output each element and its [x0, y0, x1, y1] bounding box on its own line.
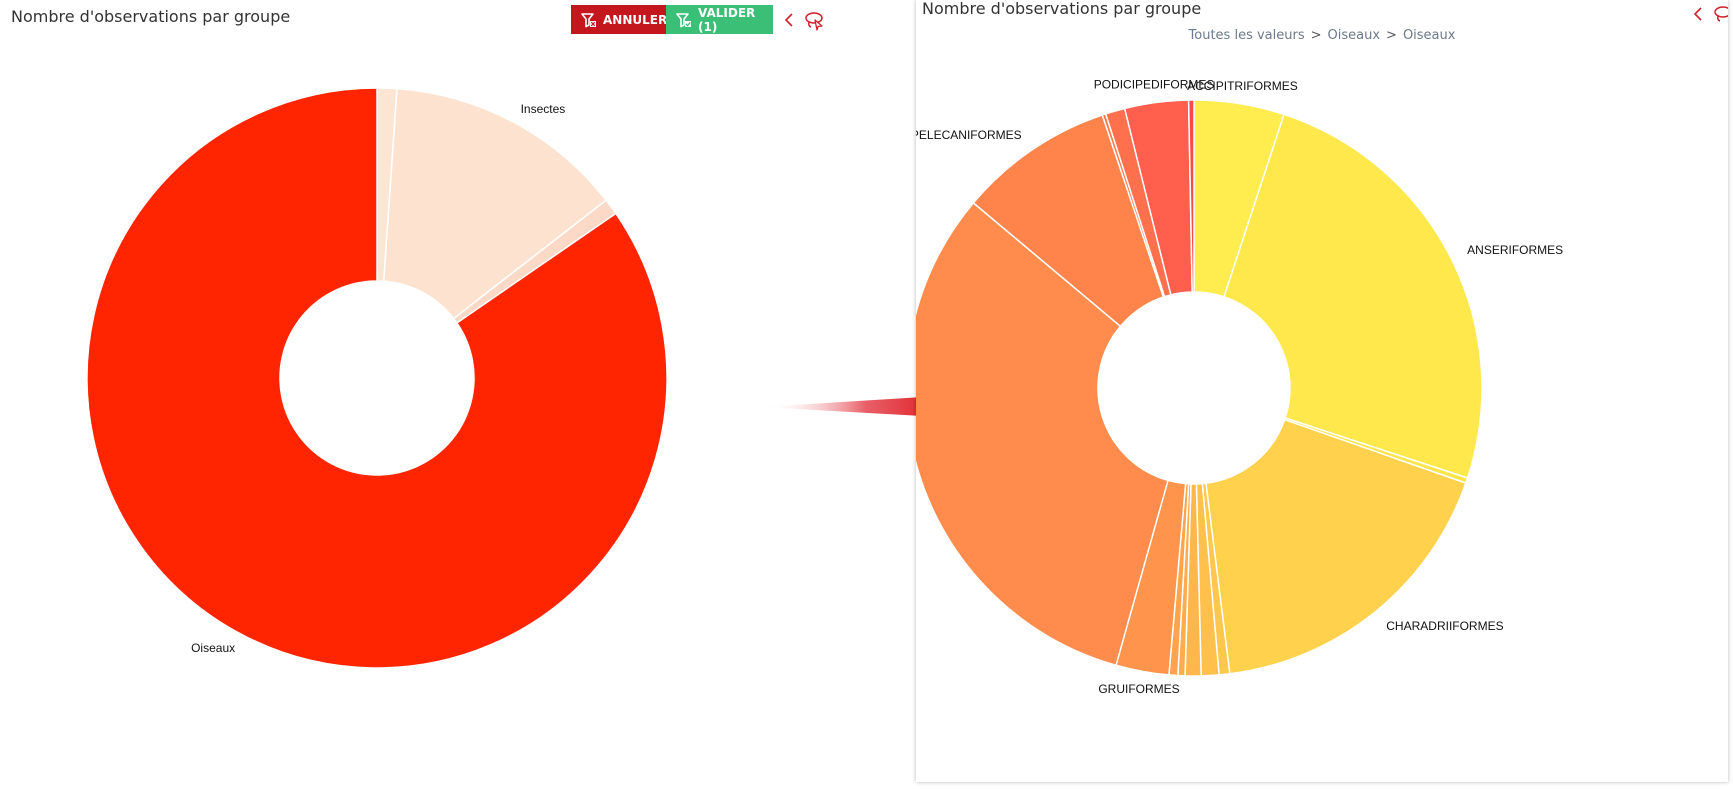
panel-title: Nombre d'observations par groupe — [11, 7, 291, 26]
arrow-icon — [762, 388, 950, 426]
right-donut-slice-label: PELECANIFORMES — [916, 128, 1022, 142]
right-donut-slice[interactable] — [1205, 418, 1467, 675]
left-donut-chart: Insectes Oiseaux — [86, 87, 668, 669]
right-donut-slice-label: PODICIPEDIFORMES — [1094, 78, 1215, 92]
right-donut-slice[interactable] — [916, 201, 1169, 667]
right-donut-slice-label: GRUIFORMES — [1098, 682, 1179, 696]
right-donut-slice-label: ANSERIFORMES — [1467, 243, 1563, 257]
lasso-select-icon[interactable] — [805, 11, 825, 31]
breadcrumb-item[interactable]: Oiseaux — [1402, 28, 1456, 43]
right-chart-panel: Nombre d'observations par groupe Toutes … — [916, 0, 1728, 782]
left-donut-slice[interactable] — [382, 87, 608, 320]
left-donut-slice[interactable] — [86, 87, 668, 669]
filter-cancel-icon — [581, 12, 596, 27]
cancel-button[interactable]: ANNULER — [571, 5, 668, 34]
breadcrumb-item[interactable]: Oiseaux — [1327, 28, 1381, 43]
right-donut-slice[interactable] — [1223, 113, 1483, 479]
lasso-select-icon[interactable] — [1714, 5, 1728, 25]
breadcrumb-separator: > — [1310, 28, 1322, 43]
right-donut-slice-label: ACCIPITRIFORMES — [1187, 79, 1298, 93]
right-donut-slice[interactable] — [972, 114, 1165, 328]
panel-title: Nombre d'observations par groupe — [922, 0, 1202, 18]
breadcrumb-separator: > — [1386, 28, 1397, 43]
left-donut-slice-label: Oiseaux — [191, 641, 235, 655]
back-icon[interactable] — [783, 12, 795, 28]
right-donut-chart: ACCIPITRIFORMES ANSERIFORMES CHARADRIIFORM… — [916, 78, 1563, 696]
validate-button[interactable]: VALIDER (1) — [666, 5, 773, 34]
breadcrumb: Toutes les valeurs > Oiseaux > Oiseaux — [916, 28, 1728, 43]
validate-button-label: VALIDER (1) — [698, 5, 756, 34]
right-donut-slice[interactable] — [1187, 99, 1195, 293]
back-icon[interactable] — [1692, 6, 1704, 22]
right-donut-slice-label: CHARADRIIFORMES — [1386, 619, 1503, 633]
cancel-button-label: ANNULER — [603, 12, 668, 27]
breadcrumb-item[interactable]: Toutes les valeurs — [1188, 28, 1305, 43]
filter-validate-icon — [676, 12, 691, 27]
left-chart-panel: Nombre d'observations par groupe ANNULER… — [4, 4, 910, 760]
left-donut-slice-label: Insectes — [521, 102, 566, 116]
